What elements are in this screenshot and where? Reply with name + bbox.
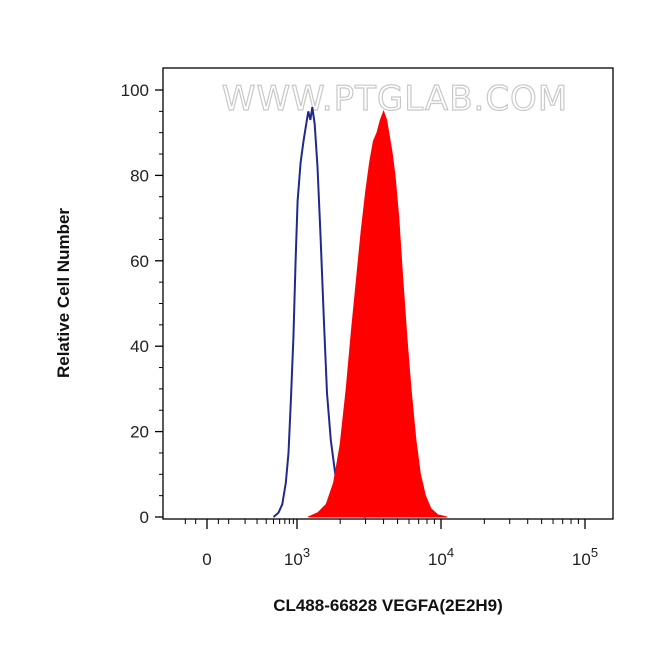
y-tick-label: 0 [140,508,149,527]
x-tick-exponent: 3 [303,545,310,560]
x-tick-exponent: 5 [591,545,598,560]
plot-frame [162,67,614,520]
x-tick-label: 105 [572,545,598,569]
x-tick-exponent: 4 [447,545,454,560]
series-0-outline-histogram [272,106,366,518]
series-1-filled-histogram [308,109,448,518]
y-tick-label: 40 [130,337,149,356]
y-tick-label: 60 [130,252,149,271]
x-tick-label: 0 [202,550,211,569]
y-tick-label: 100 [121,81,149,100]
y-axis-title: Relative Cell Number [54,208,73,378]
y-tick-label: 20 [130,423,149,442]
x-tick-label: 103 [284,545,310,569]
series-layer [272,106,448,518]
x-tick-label: 104 [428,545,454,569]
watermark: WWW.PTGLAB.COM [222,79,568,119]
y-tick-label: 80 [130,166,149,185]
x-axis-title: CL488-66828 VEGFA(2E2H9) [273,596,503,615]
